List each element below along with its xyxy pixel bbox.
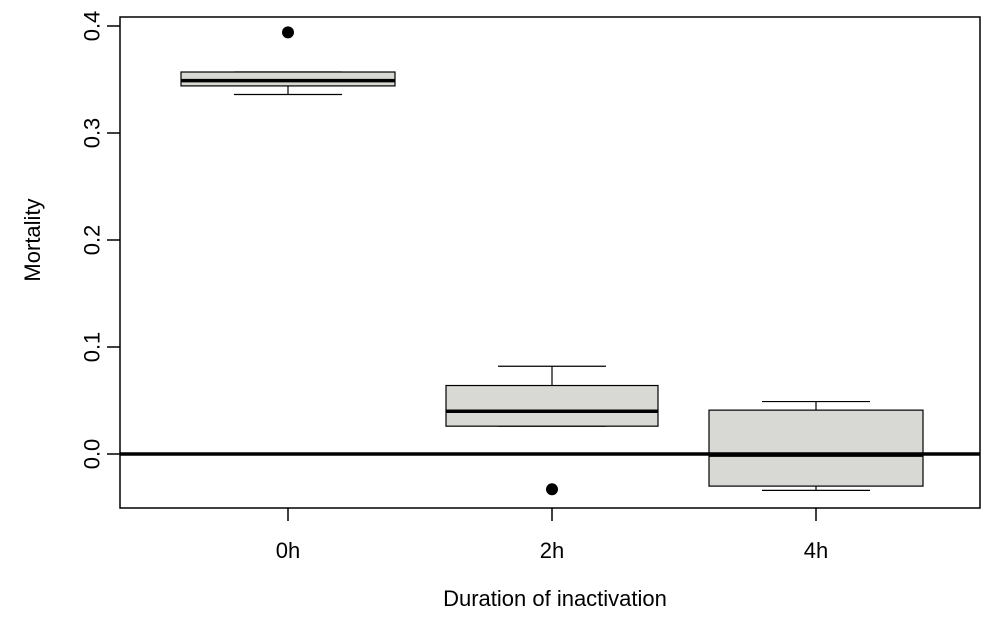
- y-axis-label: Mortality: [20, 198, 45, 281]
- outlier-point: [546, 483, 558, 496]
- y-tick-label: 0.3: [80, 118, 105, 149]
- plot-frame: [119, 16, 981, 509]
- y-axis: 0.0 0.1 0.2 0.3 0.4: [80, 11, 120, 470]
- x-axis: 0h 2h 4h: [276, 508, 828, 563]
- outlier-point: [282, 26, 294, 39]
- y-tick-label: 0.0: [80, 439, 105, 470]
- y-tick-label: 0.1: [80, 332, 105, 363]
- x-axis-label: Duration of inactivation: [443, 586, 667, 611]
- y-tick-label: 0.2: [80, 225, 105, 256]
- y-tick-label: 0.4: [80, 11, 105, 42]
- x-tick-label: 2h: [540, 538, 564, 563]
- box-iqr: [445, 384, 659, 427]
- x-tick-label: 4h: [804, 538, 828, 563]
- boxes-group: [180, 26, 924, 496]
- x-tick-label: 0h: [276, 538, 300, 563]
- box-iqr: [708, 409, 924, 487]
